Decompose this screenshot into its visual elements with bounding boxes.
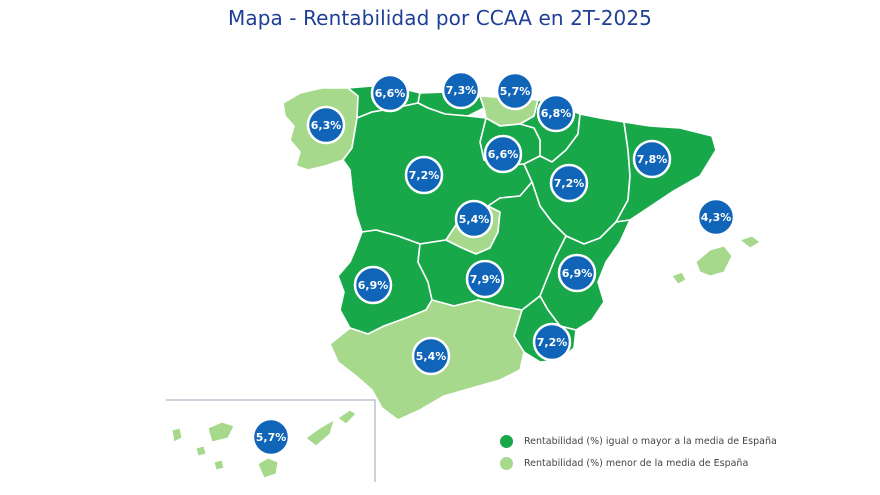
badge-value: 7,9% [470, 273, 501, 286]
badge-value: 7,2% [554, 177, 585, 190]
region-baleares[interactable] [671, 235, 761, 285]
badge-valencia: 6,9% [557, 253, 597, 293]
legend-item-above: Rentabilidad (%) igual o mayor a la medi… [500, 430, 777, 452]
page-title: Mapa - Rentabilidad por CCAA en 2T-2025 [227, 6, 653, 30]
badge-value: 5,7% [500, 85, 531, 98]
badge-value: 7,2% [537, 336, 568, 349]
value-badges: 6,3% 6,6% 7,3% 5,7% 6,8% 6,6% 7,2% 7,2% … [251, 70, 736, 457]
badge-galicia: 6,3% [306, 105, 346, 145]
legend-item-below: Rentabilidad (%) menor de la media de Es… [500, 452, 777, 474]
canarias-inset [166, 399, 376, 482]
legend: Rentabilidad (%) igual o mayor a la medi… [500, 430, 777, 474]
badge-value: 6,3% [311, 119, 342, 132]
badge-canarias: 5,7% [251, 417, 291, 457]
badge-murcia: 7,2% [532, 322, 572, 362]
badge-castilla-leon: 7,2% [404, 155, 444, 195]
badge-value: 5,4% [459, 213, 490, 226]
badge-value: 6,9% [358, 279, 389, 292]
badge-castilla-la-mancha: 7,9% [465, 259, 505, 299]
badge-value: 7,3% [446, 84, 477, 97]
badge-pais-vasco: 5,7% [495, 71, 535, 111]
region-canarias[interactable] [171, 409, 357, 479]
badge-extremadura: 6,9% [353, 265, 393, 305]
legend-label-below: Rentabilidad (%) menor de la media de Es… [524, 457, 749, 469]
badge-value: 5,7% [256, 431, 287, 444]
legend-dot-below [500, 456, 513, 470]
legend-dot-above [500, 434, 513, 448]
badge-value: 6,6% [375, 87, 406, 100]
badge-baleares: 4,3% [696, 197, 736, 237]
badge-value: 6,9% [562, 267, 593, 280]
badge-value: 7,2% [409, 169, 440, 182]
badge-aragon: 7,2% [549, 163, 589, 203]
badge-value: 6,8% [541, 107, 572, 120]
badge-madrid: 5,4% [454, 199, 494, 239]
badge-value: 5,4% [416, 350, 447, 363]
badge-navarra: 6,8% [536, 93, 576, 133]
badge-la-rioja: 6,6% [483, 134, 523, 174]
badge-value: 7,8% [637, 153, 668, 166]
badge-cantabria: 7,3% [441, 70, 481, 110]
badge-asturias: 6,6% [370, 73, 410, 113]
badge-cataluna: 7,8% [632, 139, 672, 179]
badge-andalucia: 5,4% [411, 336, 451, 376]
badge-value: 4,3% [701, 211, 732, 224]
badge-value: 6,6% [488, 148, 519, 161]
legend-label-above: Rentabilidad (%) igual o mayor a la medi… [524, 435, 777, 447]
